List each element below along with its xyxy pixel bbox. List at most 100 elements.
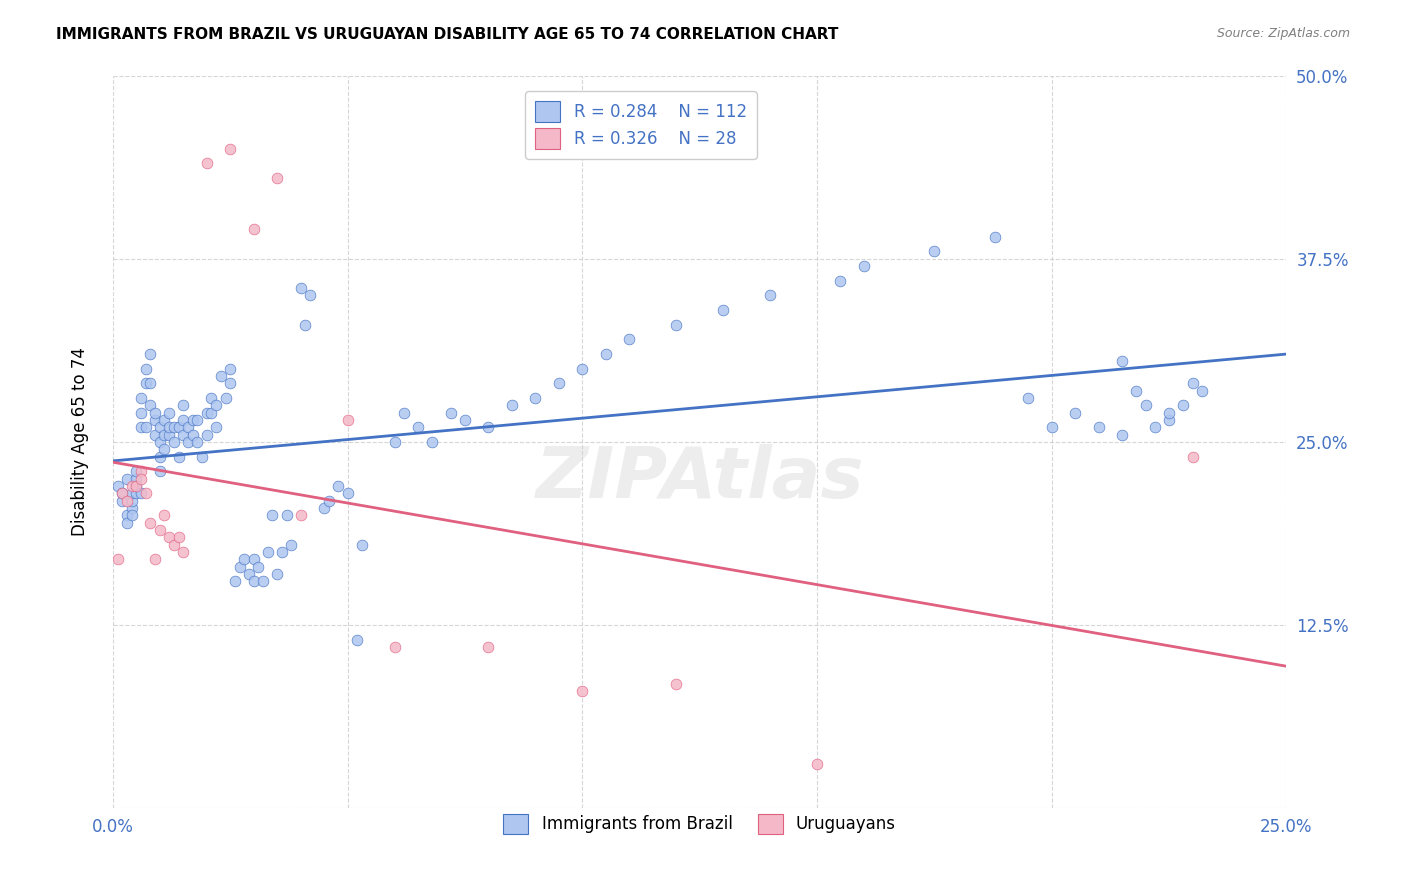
Point xyxy=(139,376,162,391)
Point xyxy=(129,406,152,420)
Point xyxy=(1173,398,1195,412)
Point xyxy=(172,427,194,442)
Point xyxy=(219,361,242,376)
Point xyxy=(205,420,228,434)
Point xyxy=(242,222,264,236)
Point xyxy=(143,406,166,420)
Point xyxy=(298,288,321,302)
Point xyxy=(172,545,194,559)
Point xyxy=(111,486,134,500)
Point xyxy=(252,574,274,589)
Point xyxy=(111,486,134,500)
Point xyxy=(177,420,200,434)
Text: Source: ZipAtlas.com: Source: ZipAtlas.com xyxy=(1216,27,1350,40)
Point xyxy=(1087,420,1109,434)
Point xyxy=(1064,406,1087,420)
Point xyxy=(233,552,256,566)
Point xyxy=(139,398,162,412)
Point xyxy=(318,493,340,508)
Point xyxy=(501,398,523,412)
Point xyxy=(115,508,138,523)
Point xyxy=(242,552,264,566)
Point xyxy=(135,376,157,391)
Point xyxy=(125,479,148,493)
Point xyxy=(121,479,143,493)
Point xyxy=(107,479,129,493)
Point xyxy=(209,369,232,384)
Point xyxy=(350,538,373,552)
Point xyxy=(135,420,157,434)
Point xyxy=(454,413,477,427)
Point xyxy=(242,574,264,589)
Point xyxy=(125,486,148,500)
Point xyxy=(711,303,734,318)
Point xyxy=(195,406,218,420)
Point xyxy=(280,538,302,552)
Point xyxy=(1111,354,1133,368)
Y-axis label: Disability Age 65 to 74: Disability Age 65 to 74 xyxy=(72,348,89,536)
Point xyxy=(143,413,166,427)
Point xyxy=(290,281,312,295)
Point xyxy=(181,427,204,442)
Point xyxy=(595,347,617,361)
Point xyxy=(107,552,129,566)
Point xyxy=(115,516,138,530)
Point xyxy=(571,684,593,698)
Point xyxy=(121,500,143,515)
Point xyxy=(121,493,143,508)
Point xyxy=(195,156,218,170)
Point xyxy=(125,464,148,478)
Point xyxy=(247,559,270,574)
Point xyxy=(195,427,218,442)
Point xyxy=(143,552,166,566)
Point xyxy=(328,479,350,493)
Point xyxy=(1159,413,1181,427)
Point xyxy=(129,420,152,434)
Point xyxy=(346,632,368,647)
Point xyxy=(219,142,242,156)
Point xyxy=(806,757,828,772)
Point xyxy=(121,486,143,500)
Point xyxy=(186,413,208,427)
Point xyxy=(181,413,204,427)
Point xyxy=(384,640,406,655)
Point xyxy=(276,508,298,523)
Point xyxy=(157,420,180,434)
Point xyxy=(1181,376,1204,391)
Point xyxy=(149,420,172,434)
Point xyxy=(135,486,157,500)
Point xyxy=(406,420,429,434)
Point xyxy=(852,259,875,273)
Point xyxy=(115,472,138,486)
Point xyxy=(121,508,143,523)
Point xyxy=(477,640,499,655)
Point xyxy=(153,442,176,457)
Point xyxy=(163,434,186,449)
Point xyxy=(440,406,463,420)
Point xyxy=(153,508,176,523)
Point xyxy=(266,566,288,581)
Point xyxy=(759,288,782,302)
Text: ZIPAtlas: ZIPAtlas xyxy=(536,444,863,513)
Point xyxy=(163,420,186,434)
Point xyxy=(665,318,688,332)
Point xyxy=(1111,427,1133,442)
Point xyxy=(129,486,152,500)
Point xyxy=(149,523,172,537)
Point xyxy=(172,413,194,427)
Point xyxy=(115,493,138,508)
Point xyxy=(228,559,250,574)
Point xyxy=(129,391,152,405)
Point xyxy=(157,427,180,442)
Point xyxy=(149,450,172,464)
Point xyxy=(111,493,134,508)
Point xyxy=(1017,391,1039,405)
Point xyxy=(200,406,222,420)
Point xyxy=(135,361,157,376)
Point xyxy=(256,545,278,559)
Point xyxy=(157,406,180,420)
Point xyxy=(125,472,148,486)
Point xyxy=(420,434,443,449)
Point xyxy=(191,450,214,464)
Point xyxy=(153,427,176,442)
